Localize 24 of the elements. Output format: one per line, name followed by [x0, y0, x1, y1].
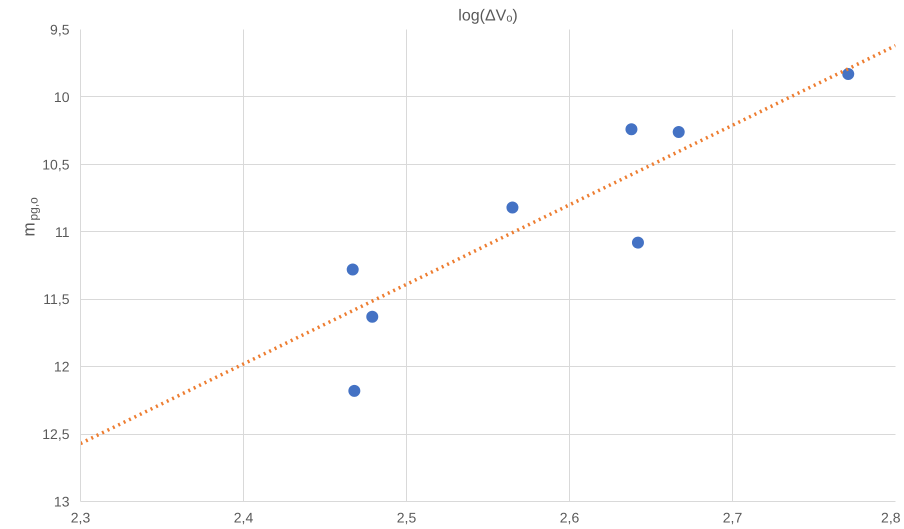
x-tick-label: 2,4 — [234, 510, 254, 526]
x-tick-label: 2,7 — [722, 510, 742, 526]
point — [842, 68, 854, 80]
y-tick-label: 10,5 — [42, 156, 70, 172]
y-tick-label: 11,5 — [43, 291, 70, 308]
y-tick-label: 10 — [54, 88, 70, 105]
point — [672, 126, 685, 138]
point — [348, 384, 360, 397]
chart-title: log(ΔVₒ) — [458, 8, 518, 24]
x-tick-label: 2,8 — [881, 510, 901, 526]
point — [632, 236, 644, 249]
point — [506, 202, 518, 214]
x-tick-label: 2,6 — [560, 510, 580, 526]
y-tick-label: 11 — [54, 224, 70, 240]
y-tick-label: 9,5 — [50, 22, 70, 38]
y-tick-label: 13 — [54, 494, 70, 510]
y-tick-label: 12,5 — [42, 426, 70, 442]
point — [366, 310, 378, 323]
point — [625, 123, 638, 136]
point — [346, 264, 359, 276]
y-axis-title: mpg,o — [20, 196, 40, 236]
x-tick-label: 2,3 — [70, 510, 90, 526]
y-tick-label: 12 — [54, 358, 70, 375]
x-tick-label: 2,5 — [396, 510, 416, 526]
